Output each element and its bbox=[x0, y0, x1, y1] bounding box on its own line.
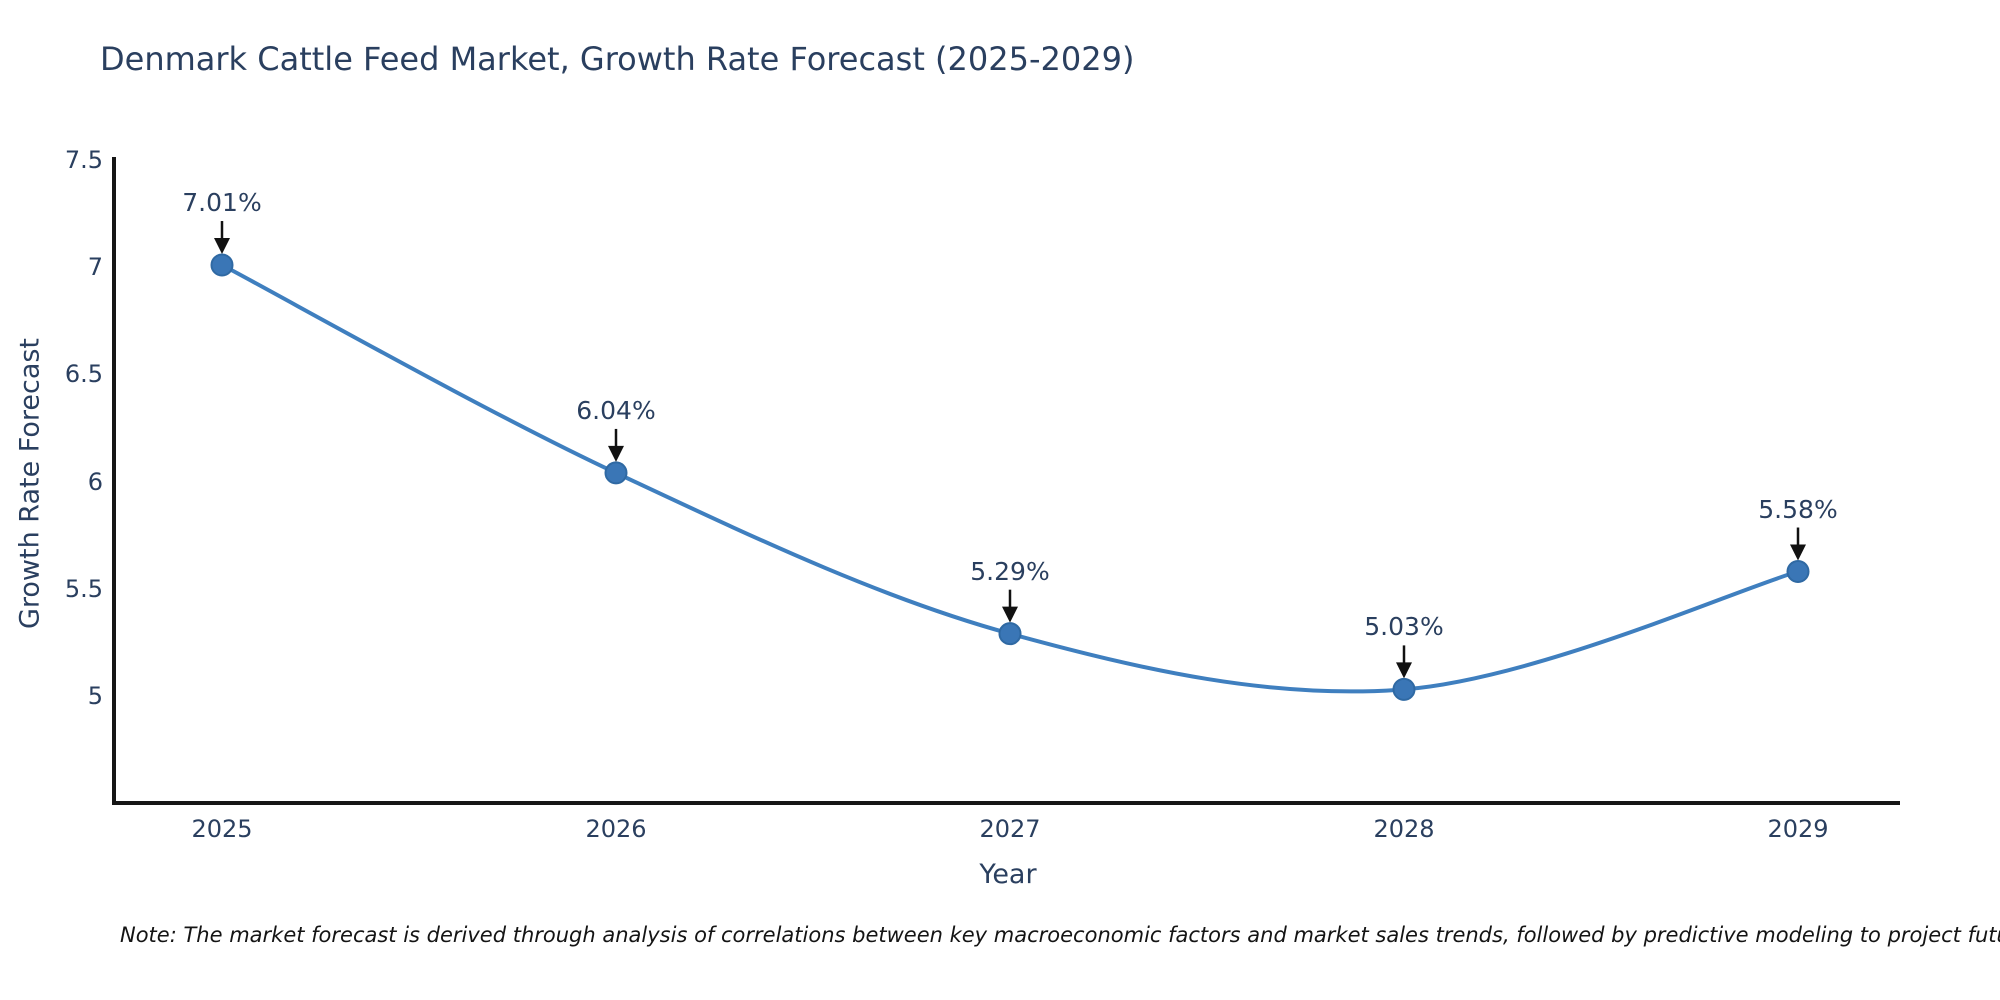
annotation-arrow-head bbox=[608, 445, 624, 462]
point-value-label: 5.29% bbox=[970, 556, 1050, 586]
data-point-marker bbox=[210, 253, 234, 277]
x-tick-label: 2026 bbox=[585, 815, 647, 843]
x-tick-label: 2025 bbox=[191, 815, 253, 843]
y-axis-title: Growth Rate Forecast bbox=[14, 337, 46, 630]
annotation-arrow-head bbox=[214, 238, 230, 255]
data-point-marker bbox=[604, 461, 628, 485]
y-tick-label: 5.5 bbox=[64, 574, 103, 603]
y-tick-label: 7 bbox=[87, 253, 103, 282]
chart-title: Denmark Cattle Feed Market, Growth Rate … bbox=[100, 40, 1135, 78]
annotation-arrow-head bbox=[1790, 544, 1806, 561]
point-value-label: 6.04% bbox=[576, 395, 656, 425]
annotation-arrow-head bbox=[1002, 606, 1018, 623]
data-point-marker bbox=[1786, 560, 1810, 584]
point-value-label: 5.58% bbox=[1758, 494, 1838, 524]
y-tick-label: 6.5 bbox=[64, 360, 103, 389]
data-point-marker bbox=[998, 622, 1022, 646]
footnote-text: Note: The market forecast is derived thr… bbox=[120, 923, 2000, 947]
y-tick-label: 6 bbox=[87, 467, 103, 496]
x-tick-label: 2028 bbox=[1373, 815, 1435, 843]
y-tick-label: 5 bbox=[87, 681, 103, 710]
x-tick-label: 2029 bbox=[1767, 815, 1829, 843]
y-tick-label: 7.5 bbox=[64, 146, 103, 174]
data-point-marker bbox=[1392, 677, 1416, 701]
point-value-label: 7.01% bbox=[182, 188, 262, 218]
x-tick-label: 2027 bbox=[979, 815, 1041, 843]
x-axis-title: Year bbox=[979, 859, 1037, 890]
annotation-arrow-head bbox=[1396, 662, 1412, 679]
point-value-label: 5.03% bbox=[1364, 612, 1444, 642]
